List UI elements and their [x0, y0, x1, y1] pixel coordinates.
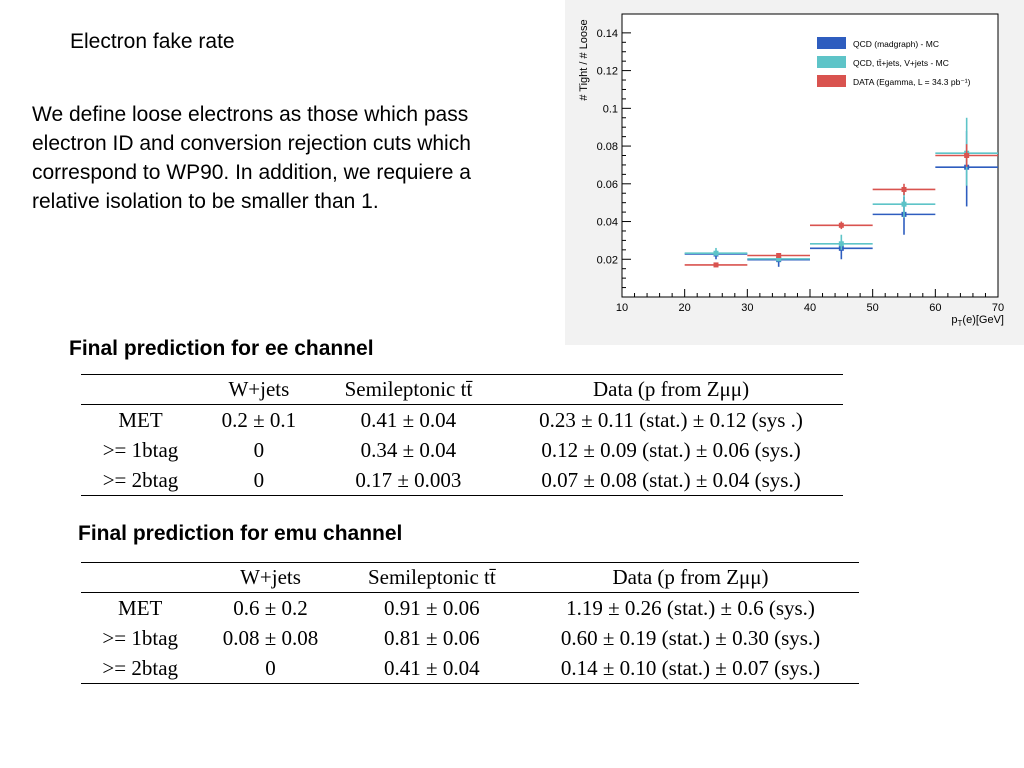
x-axis-label: pT(e)[GeV] — [951, 314, 1004, 328]
x-axis-label-sub: T — [958, 319, 963, 328]
table-cell: 0.2 ± 0.1 — [221, 408, 297, 432]
ee-col-header: Semileptonic tt̄ — [344, 377, 473, 401]
fake-rate-chart: 10 20 30 40 50 60 70 0.02 0.04 0.06 0.08 0.1 0.12 0.1… — [565, 0, 1024, 345]
legend-entry: DATA (Egamma, L = 34.3 pb⁻¹) — [853, 77, 971, 87]
x-axis-label-main: p — [951, 314, 957, 326]
ee-col-header — [81, 375, 200, 405]
ee-table-header: W+jets Semileptonic tt̄ Data (p from Zμμ) — [81, 374, 843, 405]
row-label: >= 1btag — [102, 438, 179, 462]
table-cell: 0.41 ± 0.04 — [360, 408, 457, 432]
ee-table: W+jets Semileptonic tt̄ Data (p from Zμμ) … — [81, 374, 843, 496]
x-tick-label: 60 — [929, 302, 941, 314]
table-cell: 0.08 ± 0.08 — [222, 626, 319, 650]
table-cell: 0 — [253, 468, 265, 492]
data-point — [776, 256, 782, 262]
emu-table-header: W+jets Semileptonic tt̄ Data (p from Zμμ) — [81, 562, 859, 593]
y-tick-label: 0.14 — [597, 28, 618, 40]
emu-col-header: W+jets — [240, 565, 301, 589]
table-row: >= 2btag 0 0.17 ± 0.003 0.07 ± 0.08 (stat.)… — [81, 465, 843, 496]
x-tick-label: 50 — [867, 302, 879, 314]
y-tick-label: 0.06 — [597, 179, 618, 191]
table-cell: 0 — [253, 438, 265, 462]
emu-heading: Final prediction for emu channel — [78, 522, 403, 545]
data-point — [776, 252, 782, 258]
table-cell: 0.23 ± 0.11 (stat.) ± 0.12 (sys .) — [539, 408, 803, 432]
emu-col-header: Data (p from Zμμ) — [612, 565, 769, 589]
table-row: >= 1btag 0.08 ± 0.08 0.81 ± 0.06 0.60 ± 0.1… — [81, 623, 859, 653]
table-row: >= 2btag 0 0.41 ± 0.04 0.14 ± 0.10 (stat.) … — [81, 653, 859, 684]
table-cell: 0 — [265, 656, 276, 680]
y-tick-label: 0.12 — [597, 66, 618, 78]
row-label: MET — [118, 408, 163, 432]
x-tick-label: 70 — [992, 302, 1004, 314]
fake-rate-chart-svg: 10 20 30 40 50 60 70 0.02 0.04 0.06 0.08 0.1 0.12 0.1… — [565, 0, 1024, 345]
table-row: MET 0.2 ± 0.1 0.41 ± 0.04 0.23 ± 0.11 (stat… — [81, 405, 843, 436]
y-tick-label: 0.08 — [597, 141, 618, 153]
ee-col-header: W+jets — [228, 377, 290, 401]
row-label: MET — [118, 596, 163, 620]
legend-swatch — [817, 56, 846, 68]
row-label: >= 1btag — [102, 626, 179, 650]
legend-entry: QCD (madgraph) - MC — [853, 39, 939, 49]
legend-entry: QCD, tt̄+jets, V+jets - MC — [853, 58, 949, 68]
x-tick-label: 40 — [804, 302, 816, 314]
emu-table: W+jets Semileptonic tt̄ Data (p from Zμμ) … — [81, 562, 859, 684]
plot-frame — [621, 13, 999, 298]
x-tick-label: 10 — [616, 302, 628, 314]
legend-swatch — [817, 75, 846, 87]
table-row: >= 1btag 0 0.34 ± 0.04 0.12 ± 0.09 (stat.) … — [81, 435, 843, 465]
data-point — [964, 153, 970, 158]
y-tick-label: 0.02 — [597, 254, 618, 266]
x-tick-label: 20 — [679, 302, 691, 314]
data-point — [713, 262, 719, 268]
data-point — [901, 201, 907, 207]
y-axis-label: # Tight / # Loose — [578, 19, 590, 100]
table-cell: 0.81 ± 0.06 — [384, 626, 480, 650]
data-point — [901, 186, 907, 192]
ee-heading: Final prediction for ee channel — [69, 337, 374, 360]
emu-col-header: Semileptonic tt̄ — [367, 565, 496, 589]
table-cell: 0.41 ± 0.04 — [384, 656, 480, 680]
table-cell: 0.07 ± 0.08 (stat.) ± 0.04 (sys.) — [541, 468, 801, 492]
table-row: MET 0.6 ± 0.2 0.91 ± 0.06 1.19 ± 0.26 (stat… — [81, 593, 859, 624]
row-label: >= 2btag — [102, 468, 179, 492]
x-tick-label: 30 — [741, 302, 753, 314]
table-cell: 0.14 ± 0.10 (stat.) ± 0.07 (sys.) — [560, 656, 821, 680]
x-axis-label-suffix: (e)[GeV] — [962, 314, 1004, 326]
row-label: >= 2btag — [102, 656, 179, 680]
data-point — [713, 250, 719, 256]
ee-col-header: Data (p from Zμμ) — [593, 377, 750, 401]
table-cell: 0.91 ± 0.06 — [384, 596, 480, 620]
slide-description: We define loose electrons as those which… — [32, 103, 471, 213]
table-cell: 0.6 ± 0.2 — [233, 596, 308, 620]
y-tick-label: 0.04 — [597, 217, 618, 229]
data-point — [838, 222, 844, 228]
slide-title: Electron fake rate — [70, 30, 235, 53]
table-cell: 0.12 ± 0.09 (stat.) ± 0.06 (sys.) — [541, 438, 801, 462]
emu-col-header — [81, 563, 199, 593]
data-point — [838, 241, 844, 247]
table-cell: 0.17 ± 0.003 — [355, 468, 462, 492]
table-cell: 0.60 ± 0.19 (stat.) ± 0.30 (sys.) — [560, 626, 821, 650]
y-tick-label: 0.1 — [603, 103, 618, 115]
legend-swatch — [817, 37, 846, 49]
table-cell: 0.34 ± 0.04 — [360, 438, 457, 462]
table-cell: 1.19 ± 0.26 (stat.) ± 0.6 (sys.) — [566, 596, 815, 620]
